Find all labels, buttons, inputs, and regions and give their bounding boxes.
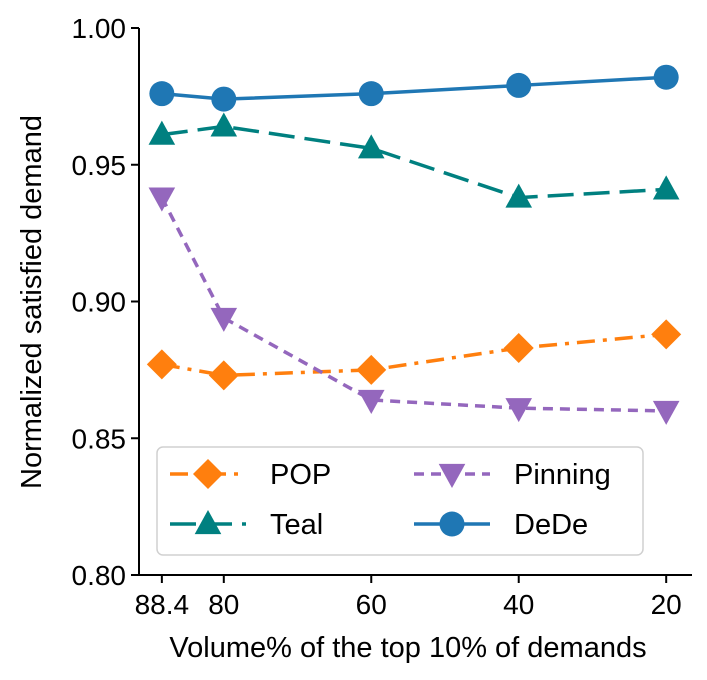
series-line-pinning xyxy=(160,196,667,413)
x-tick-label: 80 xyxy=(208,589,239,620)
data-point-dede xyxy=(653,64,679,90)
data-point-pop xyxy=(651,319,682,350)
data-point-teal xyxy=(652,175,680,200)
series-dede xyxy=(149,64,679,112)
series-teal xyxy=(148,112,680,208)
data-point-dede xyxy=(211,86,237,112)
y-tick-label: 0.95 xyxy=(72,150,127,181)
data-point-pinning xyxy=(652,400,680,425)
legend-frame xyxy=(156,446,644,556)
data-point-teal xyxy=(505,183,533,208)
y-axis-label: Normalized satisfied demand xyxy=(16,115,48,489)
series-pinning xyxy=(148,187,680,425)
y-tick-label: 1.00 xyxy=(72,13,127,44)
x-tick-label: 88.4 xyxy=(135,589,190,620)
legend-item-pop: POP xyxy=(170,459,331,491)
x-axis-label: Volume% of the top 10% of demands xyxy=(169,632,646,664)
data-point-pop xyxy=(208,360,239,391)
data-point-dede xyxy=(358,81,384,107)
x-tick-label: 60 xyxy=(356,589,387,620)
legend-marker-dede xyxy=(439,511,465,537)
legend-item-teal: Teal xyxy=(170,509,323,541)
ticks-layer: 0.80 0.85 0.90 0.95 1.00 88.4 80 60 40 20 xyxy=(72,13,682,620)
data-point-pinning xyxy=(210,307,238,332)
legend-label-teal: Teal xyxy=(270,509,323,541)
data-point-teal xyxy=(148,120,176,145)
data-point-dede xyxy=(149,81,175,107)
data-point-teal xyxy=(357,134,385,159)
series-pop xyxy=(146,319,682,391)
legend-marker-teal xyxy=(194,510,222,535)
series-line-teal xyxy=(161,124,667,200)
data-point-teal xyxy=(210,112,238,137)
x-tick-label: 40 xyxy=(503,589,534,620)
data-point-pinning xyxy=(505,398,533,423)
series-layer xyxy=(146,64,682,425)
x-tick-label: 20 xyxy=(651,589,682,620)
series-line-pop xyxy=(161,332,667,378)
data-point-pinning xyxy=(148,187,176,212)
y-tick-label: 0.80 xyxy=(72,560,127,591)
series-line-dede xyxy=(161,75,667,101)
legend-label-pop: POP xyxy=(270,459,331,491)
legend-item-dede: DeDe xyxy=(414,509,588,541)
legend-label-pinning: Pinning xyxy=(514,459,611,491)
data-point-pop xyxy=(356,354,387,385)
legend-label-dede: DeDe xyxy=(514,509,588,541)
legend: POP Teal Pinning DeDe xyxy=(156,446,644,556)
legend-item-pinning: Pinning xyxy=(414,459,611,491)
legend-marker-pinning xyxy=(438,463,466,488)
data-point-pinning xyxy=(357,389,385,414)
data-point-pop xyxy=(503,332,534,363)
y-tick-label: 0.90 xyxy=(72,287,127,318)
y-tick-label: 0.85 xyxy=(72,423,127,454)
data-point-pop xyxy=(146,349,177,380)
legend-marker-pop xyxy=(193,459,223,489)
data-point-dede xyxy=(506,72,532,98)
